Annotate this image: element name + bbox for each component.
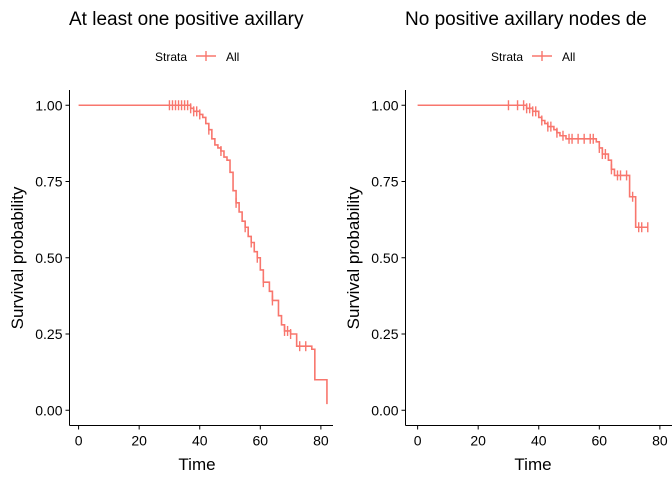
panel-1-legend-label-all: All xyxy=(226,50,239,64)
y-tick-label: 0.25 xyxy=(371,326,398,342)
panel-2-x-ticks: 0 20 40 60 80 xyxy=(414,425,668,449)
panel-1-title: At least one positive axillary xyxy=(69,9,304,30)
panel-2-censor-marks xyxy=(507,100,649,233)
y-tick-label: 0.25 xyxy=(35,326,62,342)
y-tick-label: 0.50 xyxy=(371,250,398,266)
panel-2-survival-curve xyxy=(417,104,648,229)
x-tick-label: 60 xyxy=(592,433,608,449)
y-tick-label: 0.00 xyxy=(371,402,398,418)
panel-1-x-ticks: 0 20 40 60 80 xyxy=(75,425,329,449)
y-tick-label: 0.50 xyxy=(35,250,62,266)
panel-1-y-ticks: 0.00 0.25 0.50 0.75 1.00 xyxy=(35,97,70,418)
x-tick-label: 0 xyxy=(414,433,422,449)
panel-2: No positive axillary nodes de Strata All… xyxy=(344,9,672,474)
y-tick-label: 0.00 xyxy=(35,402,62,418)
panel-2-y-axis-title: Survival probability xyxy=(344,186,363,329)
panel-2-y-ticks: 0.00 0.25 0.50 0.75 1.00 xyxy=(371,97,406,418)
panel-1-survival-curve xyxy=(78,104,328,405)
panel-2-x-axis-title: Time xyxy=(514,455,551,474)
x-tick-label: 80 xyxy=(313,433,329,449)
x-tick-label: 0 xyxy=(75,433,83,449)
panel-1-censor-marks xyxy=(168,100,307,352)
panel-1-legend: Strata All xyxy=(155,50,239,64)
y-tick-label: 1.00 xyxy=(35,97,62,113)
panel-1: At least one positive axillary Strata Al… xyxy=(8,9,333,474)
x-tick-label: 80 xyxy=(652,433,668,449)
y-tick-label: 0.75 xyxy=(371,174,398,190)
x-tick-label: 40 xyxy=(192,433,208,449)
x-tick-label: 20 xyxy=(470,433,486,449)
x-tick-label: 20 xyxy=(131,433,147,449)
panel-1-legend-title: Strata xyxy=(155,50,187,64)
panel-2-legend: Strata All xyxy=(491,50,575,64)
x-tick-label: 40 xyxy=(531,433,547,449)
panel-2-legend-title: Strata xyxy=(491,50,523,64)
panel-1-y-axis-title: Survival probability xyxy=(8,186,27,329)
panel-2-title: No positive axillary nodes de xyxy=(405,9,647,30)
panel-1-x-axis-title: Time xyxy=(178,455,215,474)
y-tick-label: 1.00 xyxy=(371,97,398,113)
x-tick-label: 60 xyxy=(253,433,269,449)
y-tick-label: 0.75 xyxy=(35,174,62,190)
panel-2-legend-label-all: All xyxy=(562,50,575,64)
